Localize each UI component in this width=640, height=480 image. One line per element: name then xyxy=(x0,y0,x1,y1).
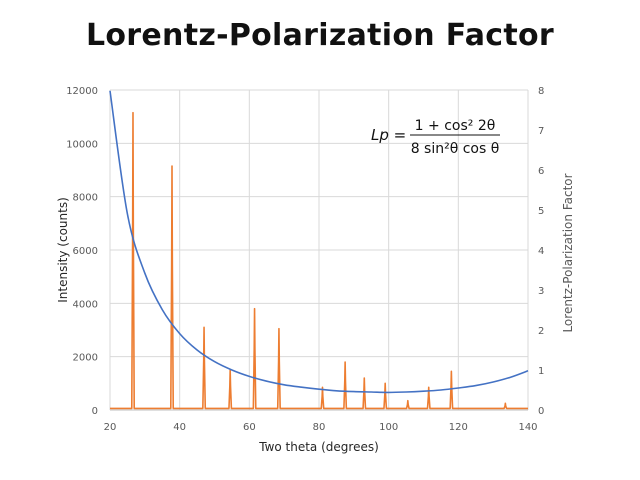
y-tick-label: 6000 xyxy=(73,246,98,257)
intensity-series xyxy=(110,111,528,410)
formula-denominator: 8 sin²θ cos θ xyxy=(411,141,500,157)
y2-tick-label: 7 xyxy=(538,126,544,137)
y2-tick-label: 5 xyxy=(538,206,544,217)
y-tick-label: 2000 xyxy=(73,353,98,364)
y-tick-label: 0 xyxy=(92,406,98,417)
x-tick-labels: 20 40 60 80 100 120 140 xyxy=(104,422,538,433)
series-layer xyxy=(109,90,529,410)
x-tick-label: 100 xyxy=(379,422,398,433)
y2-tick-label: 3 xyxy=(538,286,544,297)
y2-tick-label: 2 xyxy=(538,326,544,337)
y-tick-label: 4000 xyxy=(73,299,98,310)
formula-numerator: 1 + cos² 2θ xyxy=(415,118,496,134)
y-axis-label: Intensity (counts) xyxy=(56,197,70,303)
x-axis-label: Two theta (degrees) xyxy=(258,440,379,454)
x-tick-label: 80 xyxy=(313,422,326,433)
y2-tick-label: 8 xyxy=(538,86,544,97)
y-tick-labels: 0 2000 4000 6000 8000 10000 12000 xyxy=(66,86,98,417)
y2-axis-label: Lorentz-Polarization Factor xyxy=(561,173,575,332)
lp-factor-series xyxy=(109,90,529,394)
x-tick-label: 120 xyxy=(449,422,468,433)
y2-tick-labels: 0 1 2 3 4 5 6 7 8 xyxy=(538,86,544,417)
axes xyxy=(109,90,528,411)
y2-tick-label: 1 xyxy=(538,366,544,377)
y2-tick-label: 0 xyxy=(538,406,544,417)
x-tick-label: 20 xyxy=(104,422,117,433)
y-tick-label: 10000 xyxy=(66,139,98,150)
x-tick-label: 60 xyxy=(243,422,256,433)
x-tick-label: 40 xyxy=(173,422,186,433)
formula: Lp = 1 + cos² 2θ 8 sin²θ cos θ xyxy=(371,118,500,157)
y2-tick-label: 4 xyxy=(538,246,544,257)
y2-tick-label: 6 xyxy=(538,166,544,177)
slide-title: Lorentz-Polarization Factor xyxy=(85,18,555,53)
y-tick-label: 8000 xyxy=(73,193,98,204)
x-tick-label: 140 xyxy=(518,422,537,433)
formula-lhs: Lp = xyxy=(371,126,406,144)
y-tick-label: 12000 xyxy=(66,86,98,97)
